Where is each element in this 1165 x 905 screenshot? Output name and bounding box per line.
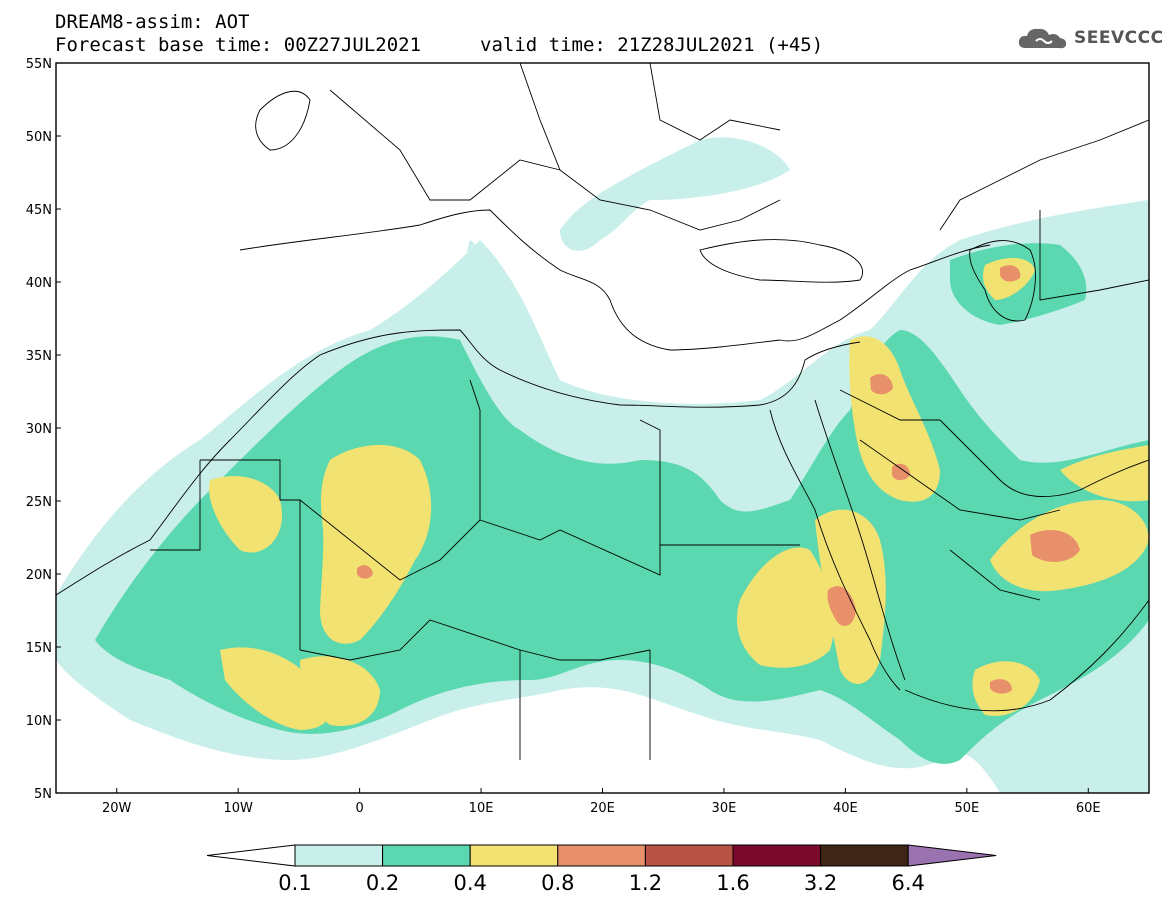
- border-15: [1039, 210, 1149, 301]
- lon-tick-label: 10E: [469, 801, 494, 816]
- aot-level-0.1-italy: [466, 240, 486, 300]
- aot-level-0.4-sudan: [736, 547, 834, 668]
- aot-level-0.4-gulf: [1060, 445, 1149, 502]
- lat-tick-label: 15N: [26, 641, 52, 656]
- coastline-red-sea: [769, 409, 901, 691]
- lon-tick-label: 10W: [223, 801, 253, 816]
- lat-tick-label: 10N: [26, 714, 52, 729]
- colorbar-label: 0.4: [453, 871, 486, 895]
- aot-level-0.1-europe: [560, 137, 790, 251]
- lon-tick-label: 0: [355, 801, 363, 816]
- lat-tick-label: 25N: [26, 495, 52, 510]
- longitude-axis: 20W 10W 0 10E 20E 30E 40E 50E 60E: [102, 788, 1101, 816]
- seevccc-logo: SEEVCCC: [1016, 24, 1164, 52]
- colorbar-box: [644, 844, 734, 867]
- lat-tick-label: 20N: [26, 568, 52, 583]
- aot-level-0.4-sahel: [220, 647, 331, 730]
- logo-text: SEEVCCC: [1074, 28, 1164, 48]
- coastline-britain: [255, 90, 311, 151]
- lon-tick-label: 20E: [590, 801, 615, 816]
- aot-level-0.4-west: [209, 476, 282, 553]
- coastline-north-africa: [56, 329, 861, 596]
- lat-tick-label: 45N: [26, 203, 52, 218]
- aot-level-0.8-yemen: [990, 679, 1012, 694]
- lon-tick-label: 40E: [833, 801, 858, 816]
- border-16: [939, 119, 1149, 231]
- border-10: [859, 439, 1061, 521]
- colorbar: 0.1 0.2 0.4 0.8 1.2 1.6 3.2 6.4: [206, 844, 997, 895]
- forecast-base-time: Forecast base time: 00Z27JUL2021: [55, 34, 422, 56]
- colorbar-high-arrow: [907, 844, 997, 867]
- colorbar-box: [294, 844, 384, 867]
- cloud-icon: [1018, 28, 1067, 49]
- chart-title: DREAM8-assim: AOT: [55, 11, 250, 33]
- lat-tick-label: 40N: [26, 276, 52, 291]
- border-3: [469, 379, 481, 520]
- aot-field: [56, 137, 1149, 793]
- latitude-axis: 55N 50N 45N 40N 35N 30N 25N 20N 15N 10N 5N: [26, 57, 61, 802]
- colorbar-label: 1.2: [629, 871, 662, 895]
- lat-tick-label: 50N: [26, 130, 52, 145]
- aot-level-0.4-chad: [300, 656, 380, 726]
- lat-tick-label: 5N: [34, 787, 52, 802]
- coastline-arabia: [904, 599, 1149, 712]
- colorbar-label: 1.6: [716, 871, 749, 895]
- colorbar-label: 3.2: [804, 871, 837, 895]
- coastline-black-sea: [699, 239, 863, 283]
- colorbar-label: 0.8: [541, 871, 574, 895]
- coastline-persian-gulf: [939, 419, 1149, 498]
- border-11: [949, 549, 1041, 601]
- lon-tick-label: 50E: [954, 801, 979, 816]
- colorbar-box: [732, 844, 822, 867]
- border-1: [200, 459, 301, 650]
- aot-level-0.8-mali: [357, 565, 373, 579]
- colorbar-label: 0.1: [278, 871, 311, 895]
- lat-tick-label: 55N: [26, 57, 52, 72]
- valid-time: valid time: 21Z28JUL2021 (+45): [480, 34, 824, 56]
- border-5: [150, 460, 201, 551]
- lon-tick-label: 30E: [712, 801, 737, 816]
- colorbar-label: 0.2: [366, 871, 399, 895]
- colorbar-box: [469, 844, 559, 867]
- lon-tick-label: 20W: [102, 801, 132, 816]
- coastline-caspian: [969, 240, 1036, 322]
- aot-level-0.4-mali: [320, 445, 432, 644]
- aot-level-0.8-gulf: [892, 463, 910, 481]
- colorbar-box: [382, 844, 471, 867]
- aot-level-0.8-iraq: [870, 374, 893, 395]
- coastline-red-sea-east: [814, 399, 906, 681]
- border-14: [649, 63, 781, 141]
- colorbar-low-arrow: [206, 844, 296, 867]
- colorbar-label: 6.4: [891, 871, 924, 895]
- aot-level-0.8-oman: [1030, 530, 1080, 562]
- lat-tick-label: 30N: [26, 422, 52, 437]
- lon-tick-label: 60E: [1076, 801, 1101, 816]
- border-6: [299, 619, 651, 661]
- colorbar-box: [557, 844, 646, 867]
- coastline-europe: [239, 209, 991, 351]
- country-borders: [56, 63, 1149, 760]
- border-2: [299, 499, 800, 581]
- colorbar-box: [820, 844, 909, 867]
- border-4: [639, 419, 661, 545]
- aot-level-0.8-caspian: [1000, 265, 1021, 282]
- border-9: [839, 389, 940, 421]
- border-13: [519, 63, 561, 171]
- lat-tick-label: 35N: [26, 349, 52, 364]
